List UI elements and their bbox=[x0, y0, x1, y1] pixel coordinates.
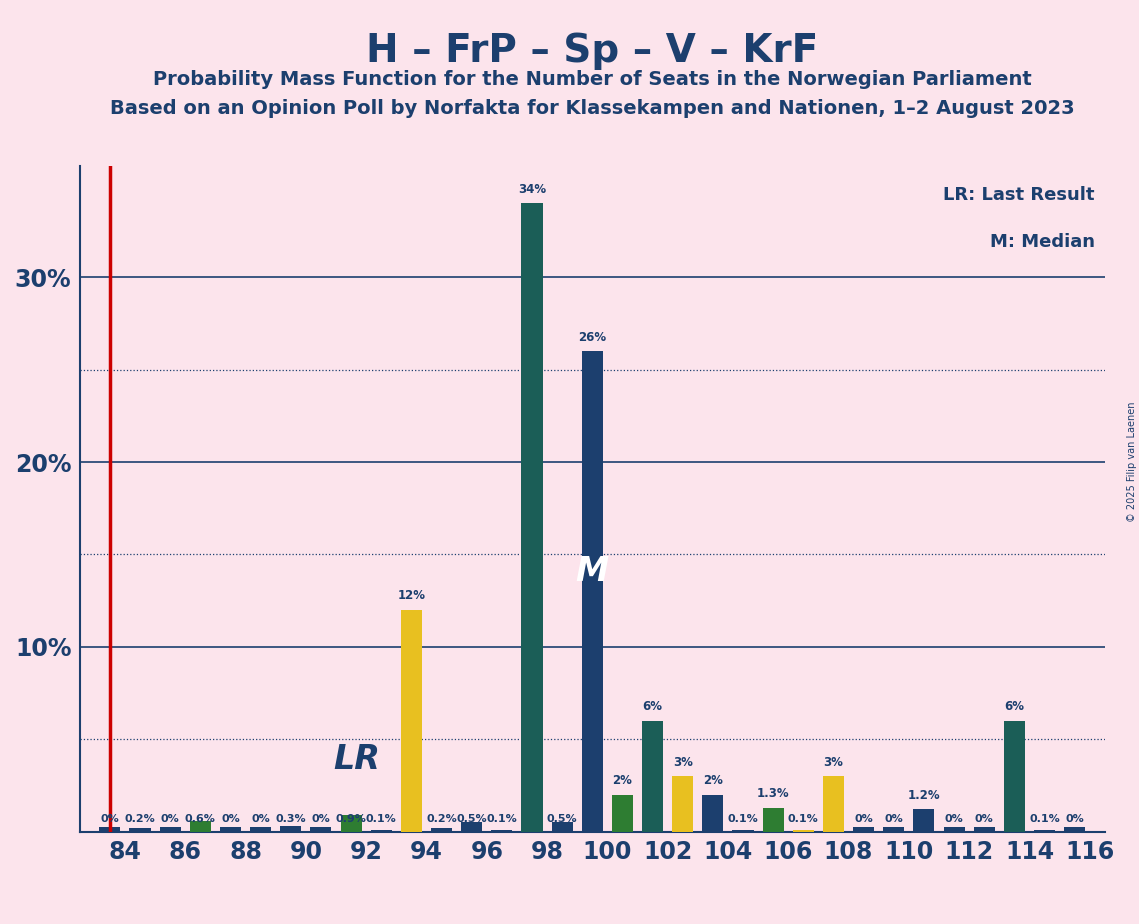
Bar bbox=[190, 821, 211, 832]
Text: 0.1%: 0.1% bbox=[366, 814, 396, 824]
Bar bbox=[612, 795, 633, 832]
Text: 0%: 0% bbox=[100, 814, 120, 824]
Bar bbox=[370, 830, 392, 832]
Bar bbox=[974, 827, 994, 832]
Text: 26%: 26% bbox=[579, 331, 606, 344]
Bar bbox=[280, 826, 302, 832]
Text: Probability Mass Function for the Number of Seats in the Norwegian Parliament: Probability Mass Function for the Number… bbox=[153, 70, 1032, 90]
Text: 0%: 0% bbox=[161, 814, 180, 824]
Bar bbox=[431, 828, 452, 832]
Text: 0%: 0% bbox=[1065, 814, 1084, 824]
Bar bbox=[1003, 721, 1025, 832]
Bar bbox=[461, 822, 482, 832]
Text: 3%: 3% bbox=[823, 756, 843, 769]
Text: 0%: 0% bbox=[252, 814, 270, 824]
Bar bbox=[522, 203, 542, 832]
Text: 0%: 0% bbox=[975, 814, 993, 824]
Text: M: Median: M: Median bbox=[990, 233, 1095, 250]
Text: 0.6%: 0.6% bbox=[185, 814, 215, 824]
Text: 12%: 12% bbox=[398, 590, 425, 602]
Text: 3%: 3% bbox=[673, 756, 693, 769]
Text: © 2025 Filip van Laenen: © 2025 Filip van Laenen bbox=[1126, 402, 1137, 522]
Text: 1.3%: 1.3% bbox=[757, 787, 789, 800]
Text: 0.1%: 0.1% bbox=[788, 814, 819, 824]
Text: 2%: 2% bbox=[703, 774, 723, 787]
Text: 2%: 2% bbox=[613, 774, 632, 787]
Bar bbox=[642, 721, 663, 832]
Text: 6%: 6% bbox=[1005, 700, 1024, 713]
Bar bbox=[732, 830, 754, 832]
Bar bbox=[159, 827, 181, 832]
Bar bbox=[913, 809, 934, 832]
Bar bbox=[943, 827, 965, 832]
Bar bbox=[251, 827, 271, 832]
Text: 1.2%: 1.2% bbox=[908, 789, 940, 802]
Text: 0.9%: 0.9% bbox=[336, 814, 367, 824]
Text: 0.3%: 0.3% bbox=[276, 814, 306, 824]
Bar bbox=[582, 351, 603, 832]
Text: 0%: 0% bbox=[884, 814, 903, 824]
Bar bbox=[853, 827, 875, 832]
Text: LR: LR bbox=[334, 743, 380, 776]
Bar bbox=[823, 776, 844, 832]
Text: 0%: 0% bbox=[944, 814, 964, 824]
Text: 6%: 6% bbox=[642, 700, 663, 713]
Text: M: M bbox=[575, 554, 609, 588]
Bar bbox=[793, 830, 814, 832]
Text: 0.1%: 0.1% bbox=[728, 814, 759, 824]
Text: 0.2%: 0.2% bbox=[124, 814, 155, 824]
Bar bbox=[1034, 830, 1055, 832]
Bar bbox=[703, 795, 723, 832]
Bar bbox=[130, 828, 150, 832]
Text: 0.2%: 0.2% bbox=[426, 814, 457, 824]
Bar bbox=[1064, 827, 1085, 832]
Bar bbox=[763, 808, 784, 832]
Text: 34%: 34% bbox=[518, 183, 546, 196]
Text: 0.5%: 0.5% bbox=[457, 814, 487, 824]
Text: 0.5%: 0.5% bbox=[547, 814, 577, 824]
Bar bbox=[672, 776, 694, 832]
Text: 0.1%: 0.1% bbox=[1030, 814, 1060, 824]
Text: 0%: 0% bbox=[221, 814, 240, 824]
Text: 0%: 0% bbox=[312, 814, 330, 824]
Text: 0.1%: 0.1% bbox=[486, 814, 517, 824]
Bar bbox=[311, 827, 331, 832]
Bar bbox=[551, 822, 573, 832]
Text: H – FrP – Sp – V – KrF: H – FrP – Sp – V – KrF bbox=[366, 32, 819, 70]
Bar bbox=[99, 827, 121, 832]
Text: 0%: 0% bbox=[854, 814, 872, 824]
Bar bbox=[341, 815, 362, 832]
Bar bbox=[491, 830, 513, 832]
Bar bbox=[220, 827, 241, 832]
Bar bbox=[883, 827, 904, 832]
Text: LR: Last Result: LR: Last Result bbox=[943, 187, 1095, 204]
Text: Based on an Opinion Poll by Norfakta for Klassekampen and Nationen, 1–2 August 2: Based on an Opinion Poll by Norfakta for… bbox=[110, 99, 1074, 118]
Bar bbox=[401, 610, 421, 832]
